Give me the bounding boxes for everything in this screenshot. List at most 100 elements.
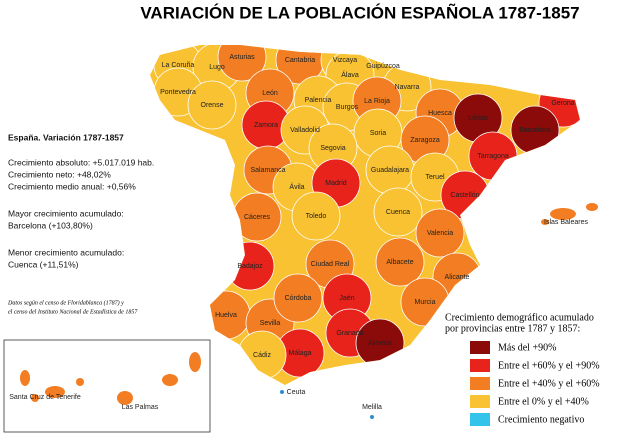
legend-swatch [470, 395, 490, 408]
info-line: Barcelona (+103,80%) [8, 220, 93, 230]
province-label: Zamora [254, 122, 278, 129]
info-line: Crecimiento medio anual: +0,56% [8, 181, 136, 191]
province [217, 45, 267, 82]
province-label: Guipúzcoa [366, 63, 400, 70]
province-label: Valencia [427, 230, 453, 237]
city-dot [370, 415, 374, 419]
province-label: Pontevedra [160, 89, 196, 96]
province-label: Guadalajara [371, 167, 409, 174]
legend-label: Entre el +60% y el +90% [498, 360, 600, 371]
province-label: Castellón [450, 192, 479, 199]
province-label: Valladolid [290, 127, 320, 134]
province-label: Albacete [386, 259, 413, 266]
province-label: Cantabria [285, 57, 315, 64]
province-label: Badajoz [237, 263, 263, 270]
source: Datos según el censo de Floridablanca (1… [7, 299, 124, 306]
province-label: Navarra [395, 84, 420, 91]
province-label: León [262, 90, 278, 97]
province-label: Lugo [209, 64, 225, 71]
province-label: Cádiz [253, 352, 271, 359]
province-label: Palencia [305, 97, 332, 104]
island [189, 352, 201, 372]
province-label: Ávila [289, 182, 304, 191]
province-label: Tarragona [477, 153, 509, 160]
province-label: Granada [336, 330, 363, 337]
province-label: Zaragoza [410, 137, 440, 144]
province-label: Asturias [229, 54, 255, 61]
province [291, 191, 341, 241]
province-label: Gerona [551, 100, 574, 107]
province-label: Lérida [468, 115, 488, 122]
province [375, 237, 425, 287]
province-label: Cáceres [244, 214, 271, 221]
province-label: Salamanca [250, 167, 285, 174]
province-label: Vizcaya [333, 57, 357, 64]
info-heading: España. Variación 1787-1857 [8, 132, 124, 142]
legend-label: Crecimiento negativo [498, 414, 584, 425]
province-label: La Coruña [162, 62, 195, 69]
island [586, 203, 598, 211]
province [187, 80, 237, 130]
province-label: Barcelona [519, 127, 551, 134]
province-label: Soria [370, 130, 386, 137]
province-label: Segovia [320, 145, 345, 152]
legend-label: Más del +90% [498, 342, 556, 353]
legend-title: por provincias entre 1787 y 1857: [445, 323, 580, 334]
island [541, 219, 549, 225]
info-line: Crecimiento absoluto: +5.017.019 hab. [8, 157, 154, 167]
province-label: Álava [341, 70, 359, 79]
island-label: Las Palmas [122, 404, 159, 411]
province-label: Orense [201, 102, 224, 109]
island [117, 391, 133, 405]
province-label: Huelva [215, 312, 237, 319]
islands: Islas Baleares Santa Cruz de Tenerife Las … [9, 203, 598, 419]
legend-label: Entre el 0% y el +40% [498, 396, 589, 407]
title: VARIACIÓN DE LA POBLACIÓN ESPAÑOLA 1787-… [140, 2, 579, 22]
legend-label: Entre el +40% y el +60% [498, 378, 600, 389]
province-label: Córdoba [285, 295, 312, 302]
province-label: Teruel [425, 174, 445, 181]
province [373, 187, 423, 237]
province-label: Burgos [336, 104, 359, 111]
legend-swatch [470, 413, 490, 426]
province-label: Alicante [445, 274, 470, 281]
province-label: Almería [368, 340, 392, 347]
province-label: Ciudad Real [311, 261, 350, 268]
info: Crecimiento absoluto: +5.017.019 hab. Cre… [8, 157, 154, 269]
island-label: Islas Baleares [544, 219, 588, 226]
island [31, 394, 39, 402]
province-label: Toledo [306, 213, 327, 220]
legend-title: Crecimiento demográfico acumulado [445, 312, 594, 323]
legend-swatch [470, 359, 490, 372]
province-label: Madrid [325, 180, 347, 187]
info-line: Menor crecimiento acumulado: [8, 247, 124, 257]
province-label: Jaén [339, 295, 354, 302]
provinces [153, 45, 580, 380]
city-label: Melilla [362, 404, 382, 411]
province-labels: La Coruña Lugo Pontevedra Orense Asturias Can… [160, 54, 575, 359]
info-line: Crecimiento neto: +48,02% [8, 169, 111, 179]
island [45, 386, 65, 398]
info-line: Mayor crecimiento acumulado: [8, 208, 124, 218]
island [162, 374, 178, 386]
province-label: Cuenca [386, 209, 410, 216]
island [550, 208, 576, 220]
province-label: Sevilla [260, 320, 281, 327]
island [76, 378, 84, 386]
province-label: Málaga [289, 350, 312, 357]
province [415, 208, 465, 258]
canarias-inset [3, 339, 211, 433]
island-label: Santa Cruz de Tenerife [9, 394, 81, 401]
province [273, 273, 323, 323]
info-line: Cuenca (+11,51%) [8, 259, 79, 269]
legend-swatch [470, 377, 490, 390]
city-label: Ceuta [287, 389, 306, 396]
legend-swatch [470, 341, 490, 354]
city-dot [280, 390, 284, 394]
province-label: La Rioja [364, 98, 390, 105]
island [20, 370, 30, 386]
province-label: Huesca [428, 110, 452, 117]
source: el censo del Instituto Nacional de Estad… [8, 309, 138, 315]
